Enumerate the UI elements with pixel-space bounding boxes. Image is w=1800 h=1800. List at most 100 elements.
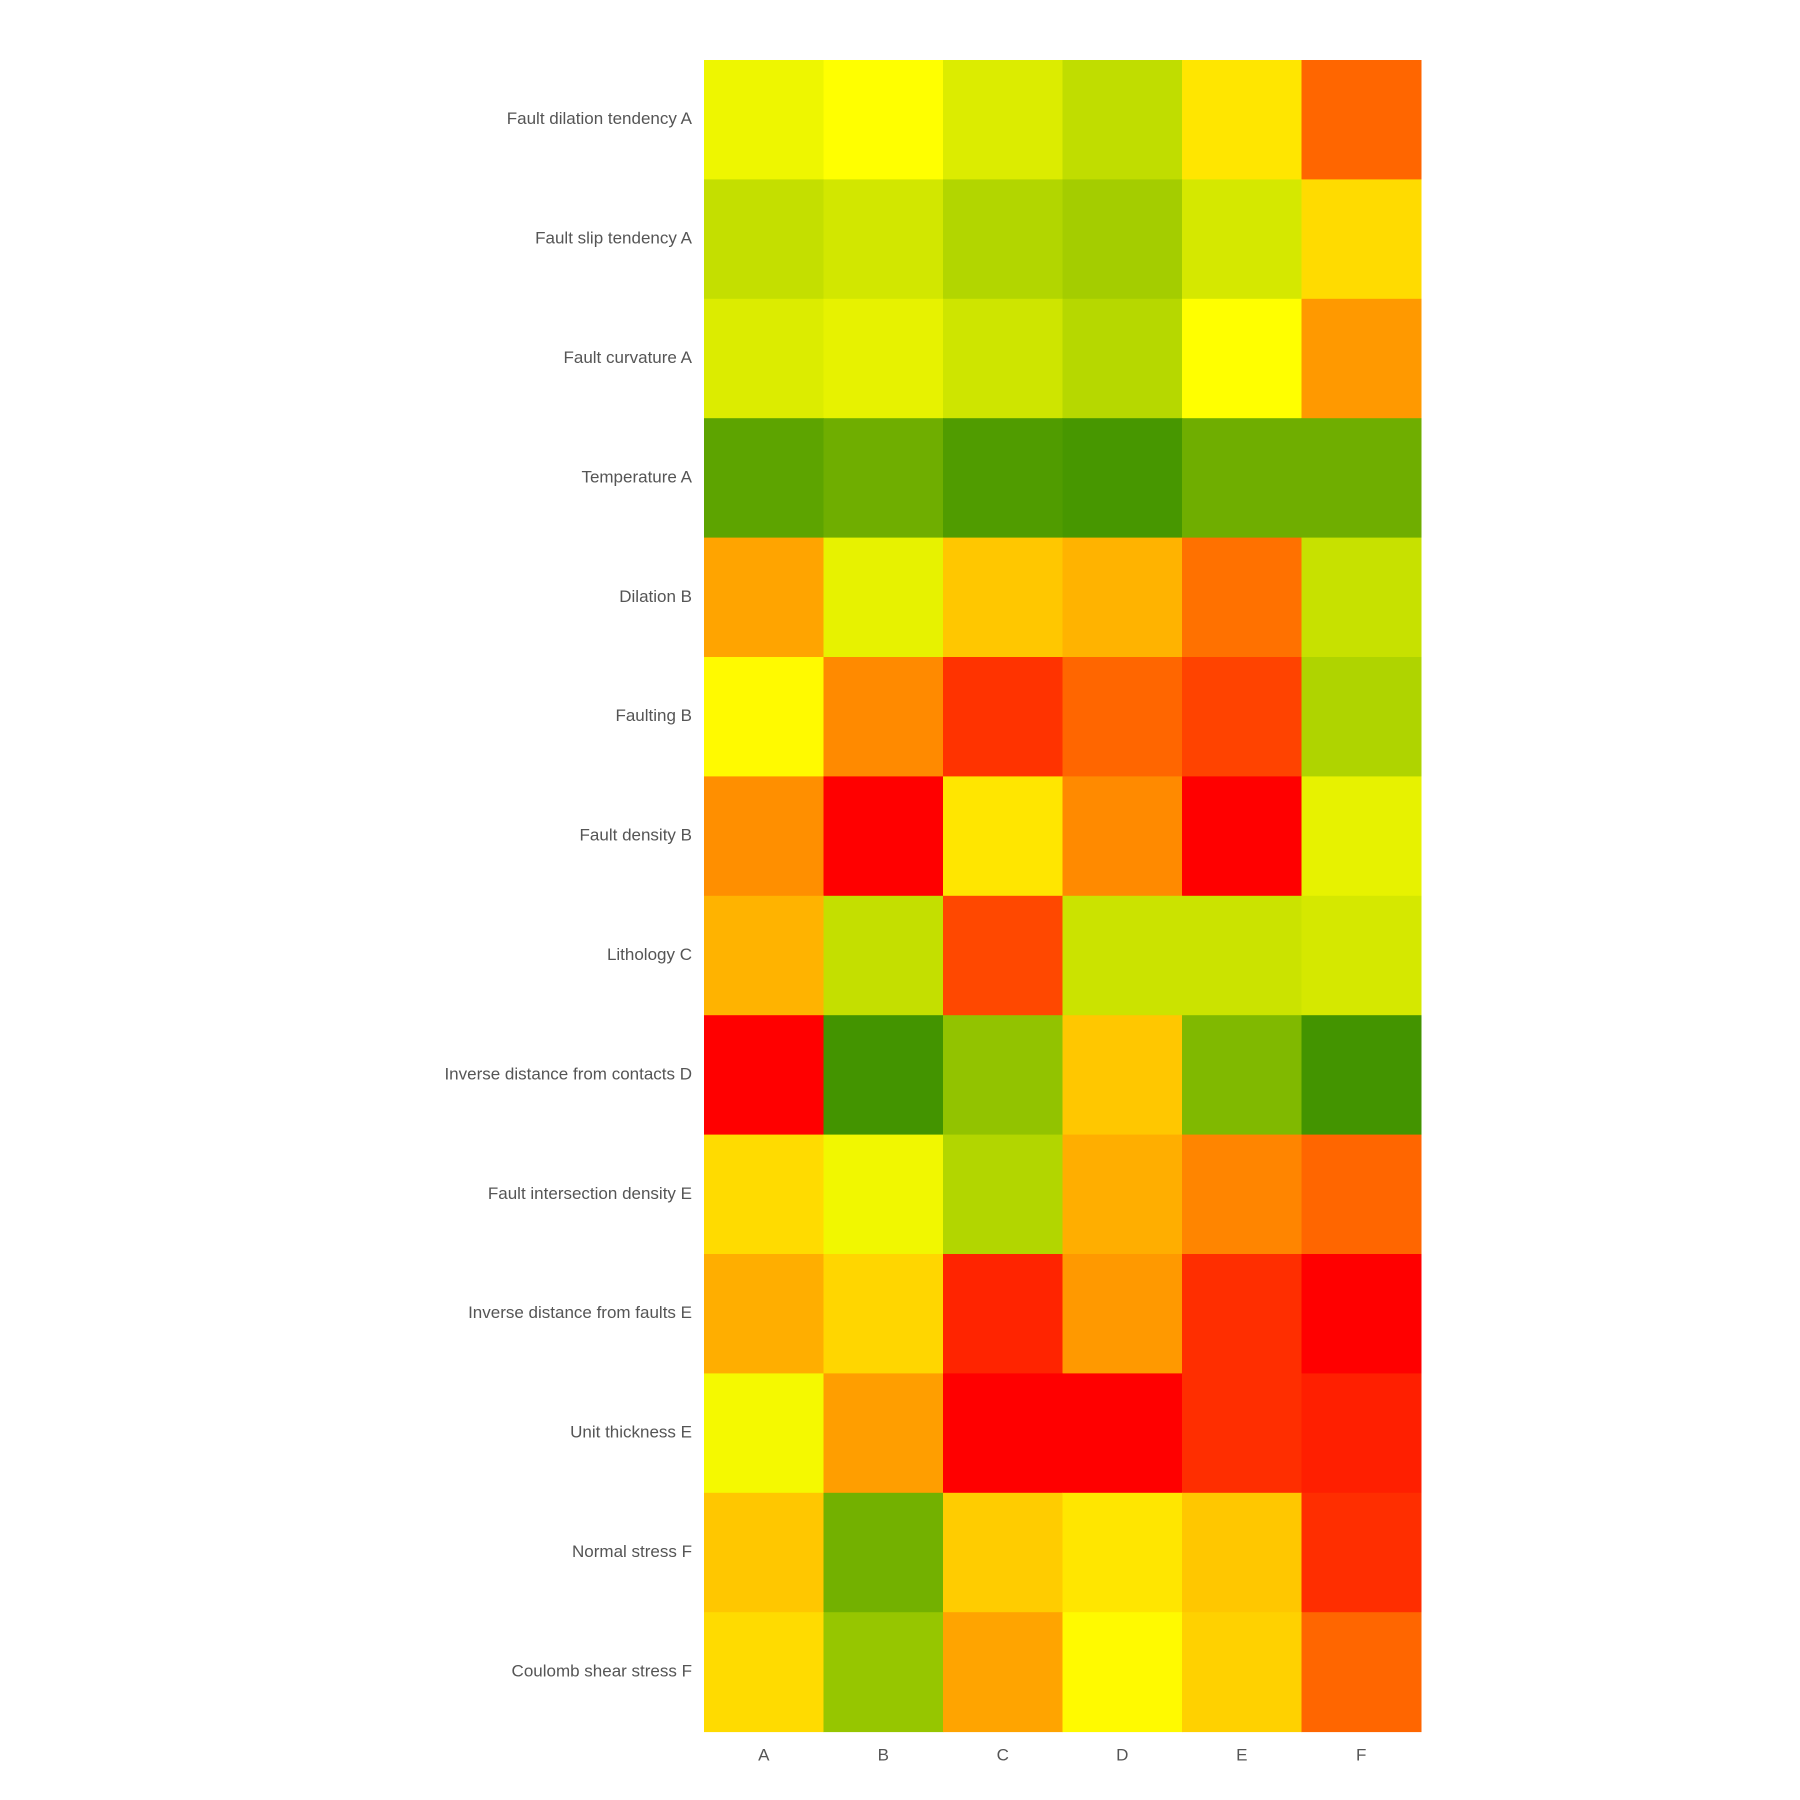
heatmap-cell [1301, 776, 1422, 897]
heatmap-cell [823, 657, 944, 777]
heatmap-cell [1182, 60, 1302, 180]
row-tick-label: Unit thickness E [570, 1423, 692, 1442]
heatmap-cell [943, 1612, 1063, 1733]
heatmap-cell [943, 179, 1063, 300]
heatmap-cell [1062, 895, 1183, 1016]
heatmap-cell [1182, 1492, 1302, 1613]
heatmap-cell [1182, 776, 1302, 897]
row-tick-label: Temperature A [581, 467, 692, 486]
heatmap-cell [1301, 1373, 1422, 1494]
row-tick-label: Normal stress F [572, 1542, 692, 1561]
heatmap-cell [1182, 298, 1302, 419]
heatmap-cell [1062, 298, 1183, 419]
heatmap-cell [1062, 1254, 1183, 1374]
heatmap-cell [823, 895, 944, 1016]
row-tick-label: Fault curvature A [563, 348, 692, 367]
heatmap-cell [1301, 60, 1422, 180]
row-tick-label: Fault slip tendency A [535, 229, 693, 248]
row-tick-label: Dilation B [619, 587, 692, 606]
heatmap-cell [1182, 657, 1302, 777]
heatmap-cell [704, 657, 824, 777]
heatmap-cell [823, 60, 944, 180]
row-tick-label: Fault dilation tendency A [507, 109, 693, 128]
heatmap-cell [823, 418, 944, 539]
heatmap-cell [1062, 776, 1183, 897]
row-tick-label: Lithology C [607, 945, 692, 964]
heatmap-cell [823, 776, 944, 897]
heatmap-cell [943, 895, 1063, 1016]
heatmap-cell [704, 1612, 824, 1733]
column-tick-label: C [997, 1745, 1009, 1764]
heatmap-cell [704, 60, 824, 180]
heatmap-cell [1301, 1254, 1422, 1374]
heatmap-cell [1062, 1373, 1183, 1494]
heatmap-cell [943, 1373, 1063, 1494]
row-labels: Fault dilation tendency A Fault slip tend… [444, 109, 692, 1680]
heatmap-cell [823, 1254, 944, 1374]
heatmap-cell [704, 537, 824, 658]
row-tick-label: Fault density B [580, 826, 692, 845]
heatmap-cell [1301, 657, 1422, 777]
heatmap-cell [1182, 1134, 1302, 1255]
row-tick-label: Coulomb shear stress F [512, 1661, 692, 1680]
column-tick-label: B [878, 1745, 889, 1764]
heatmap-cell [1301, 1015, 1422, 1136]
heatmap-cell [823, 537, 944, 658]
heatmap-cell [823, 1015, 944, 1136]
heatmap-cell [823, 298, 944, 419]
heatmap-cell [1301, 537, 1422, 658]
heatmap-cell [1182, 1254, 1302, 1374]
heatmap-cell [1062, 1134, 1183, 1255]
heatmap-cell [1182, 418, 1302, 539]
heatmap-cell [1182, 1373, 1302, 1494]
heatmap-cell [1301, 179, 1422, 300]
heatmap-cell [1062, 1612, 1183, 1733]
heatmap-cell [943, 418, 1063, 539]
heatmap-cell [943, 776, 1063, 897]
heatmap-cell [1301, 418, 1422, 539]
heatmap-cell [1062, 60, 1183, 180]
heatmap-cell [943, 657, 1063, 777]
heatmap-cell [704, 776, 824, 897]
heatmap-cell [1062, 657, 1183, 777]
heatmap-cell [704, 1254, 824, 1374]
heatmap-cell [943, 298, 1063, 419]
heatmap-cell [1182, 1015, 1302, 1136]
heatmap-cell [943, 1134, 1063, 1255]
heatmap-cell [1301, 1492, 1422, 1613]
column-tick-label: F [1356, 1745, 1366, 1764]
heatmap-cell [1301, 1612, 1422, 1733]
heatmap-cell [1182, 1612, 1302, 1733]
heatmap-cell [1062, 418, 1183, 539]
heatmap-cell [1301, 895, 1422, 1016]
heatmap-cell [1301, 1134, 1422, 1255]
heatmap-cell [943, 1015, 1063, 1136]
row-tick-label: Inverse distance from contacts D [444, 1064, 692, 1083]
column-tick-label: D [1116, 1745, 1128, 1764]
heatmap-cell [823, 1373, 944, 1494]
heatmap-cell [943, 1492, 1063, 1613]
heatmap-cell [1062, 537, 1183, 658]
heatmap-cell [1062, 179, 1183, 300]
heatmap-cell [704, 895, 824, 1016]
column-tick-label: E [1236, 1745, 1247, 1764]
row-tick-label: Inverse distance from faults E [468, 1303, 692, 1322]
heatmap-cell [823, 1612, 944, 1733]
heatmap-cell [1182, 179, 1302, 300]
heatmap-cell [823, 1492, 944, 1613]
heatmap-cells [704, 60, 1422, 1733]
heatmap-cell [943, 60, 1063, 180]
heatmap-cell [704, 1015, 824, 1136]
heatmap-cell [704, 1134, 824, 1255]
heatmap-cell [943, 537, 1063, 658]
heatmap-cell [1062, 1015, 1183, 1136]
column-tick-label: A [758, 1745, 770, 1764]
heatmap-cell [704, 179, 824, 300]
heatmap-cell [1062, 1492, 1183, 1613]
row-tick-label: Faulting B [615, 706, 692, 725]
column-labels: A B C D E F [758, 1745, 1366, 1764]
row-tick-label: Fault intersection density E [488, 1184, 692, 1203]
heatmap-cell [1182, 895, 1302, 1016]
heatmap-cell [823, 179, 944, 300]
heatmap-cell [823, 1134, 944, 1255]
